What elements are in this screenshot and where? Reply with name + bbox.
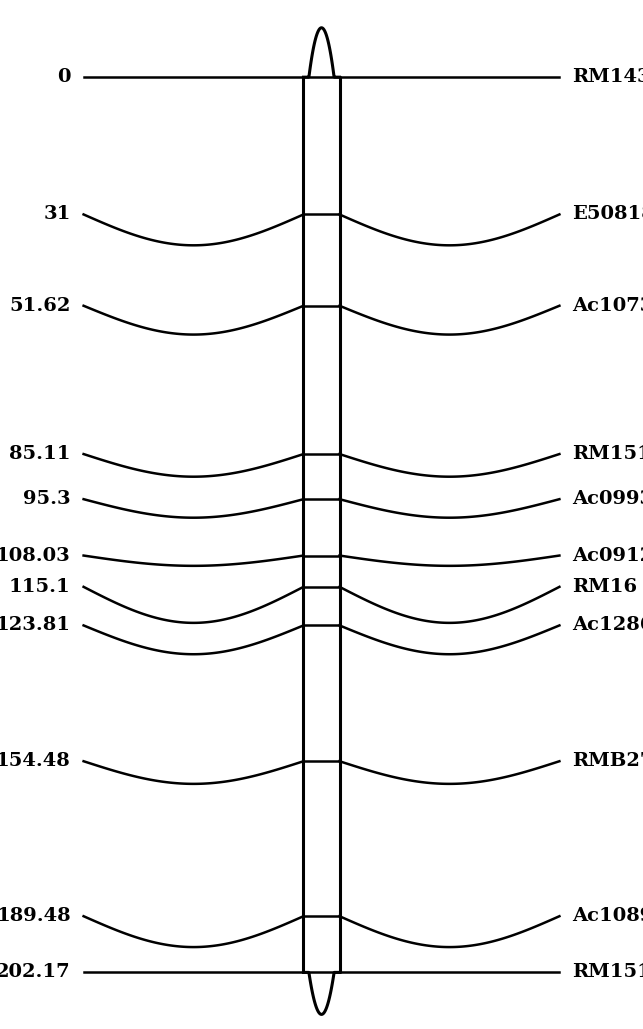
Text: RMB277: RMB277 xyxy=(572,752,643,771)
Text: RM15162: RM15162 xyxy=(572,963,643,982)
Text: RM15128: RM15128 xyxy=(572,446,643,463)
Text: 115.1: 115.1 xyxy=(9,578,71,596)
Text: 202.17: 202.17 xyxy=(0,963,71,982)
Text: 31: 31 xyxy=(43,206,71,223)
Text: 123.81: 123.81 xyxy=(0,616,71,635)
Text: Ac107315-98: Ac107315-98 xyxy=(572,296,643,315)
Text: RM14394: RM14394 xyxy=(572,68,643,86)
Text: 95.3: 95.3 xyxy=(23,490,71,508)
Text: Ac108906: Ac108906 xyxy=(572,908,643,925)
Text: 189.48: 189.48 xyxy=(0,908,71,925)
Text: RM16: RM16 xyxy=(572,578,637,596)
Text: 154.48: 154.48 xyxy=(0,752,71,771)
Text: E50818: E50818 xyxy=(572,206,643,223)
Text: 51.62: 51.62 xyxy=(10,296,71,315)
Text: 85.11: 85.11 xyxy=(9,446,71,463)
Text: Ac091233-136: Ac091233-136 xyxy=(572,546,643,565)
Text: Ac099323: Ac099323 xyxy=(572,490,643,508)
Text: 0: 0 xyxy=(57,68,71,86)
Text: 108.03: 108.03 xyxy=(0,546,71,565)
Text: Ac128646-11: Ac128646-11 xyxy=(572,616,643,635)
